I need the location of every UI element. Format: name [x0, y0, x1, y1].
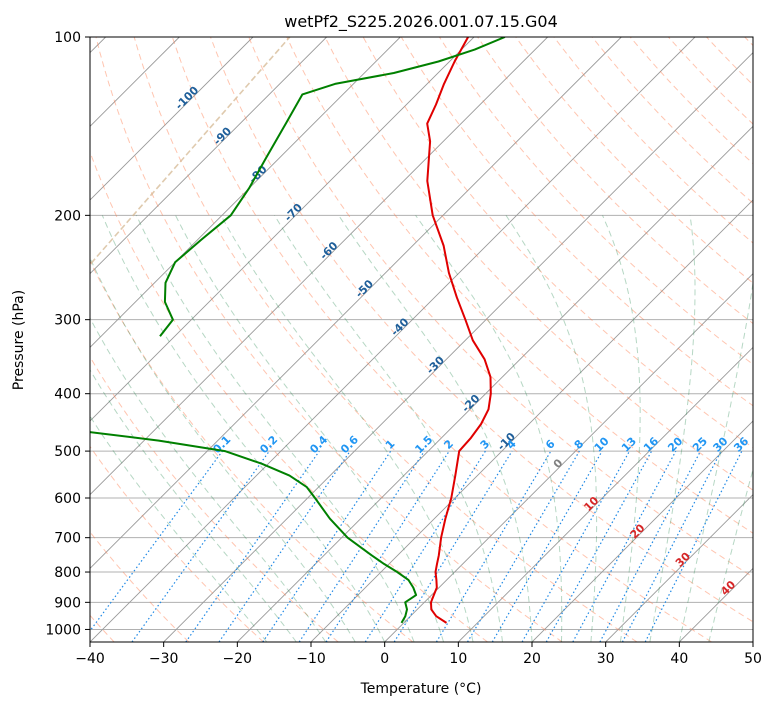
x-tick-label: −30 [149, 651, 179, 667]
mixing-ratio-line [521, 450, 631, 642]
y-tick-label: 200 [54, 208, 81, 224]
x-tick-label: 20 [523, 651, 541, 667]
isotherm-line [237, 125, 753, 642]
x-tick-label: 30 [597, 651, 615, 667]
mixing-ratio-line [491, 450, 603, 642]
dry-adiabat-line [95, 37, 563, 642]
dry-adiabat-line [133, 37, 638, 642]
temperature-line [426, 37, 492, 624]
x-axis-ticks: −40 −30 −20 −10 0 10 20 30 40 50 [75, 642, 762, 667]
moist-adiabat-line [338, 215, 533, 642]
mixing-ratio-line [364, 450, 486, 642]
x-tick-label: −40 [75, 651, 105, 667]
mixing-ratio-line [466, 450, 580, 642]
skewed-isotherms [90, 37, 753, 642]
dry-adiabat-line [90, 259, 414, 642]
y-tick-label: 1000 [45, 622, 81, 638]
moist-adiabat-line [101, 215, 386, 642]
dry-adiabats [90, 37, 753, 642]
dewpoint-line [90, 431, 418, 624]
isotherm-line [90, 37, 548, 496]
mixing-ratio-line [545, 450, 653, 642]
plot-frame [89, 36, 754, 643]
x-tick-label: 0 [380, 651, 389, 667]
isotherm-line [605, 494, 753, 642]
chart-title: wetPf2_S225.2026.001.07.15.G04 [284, 12, 558, 32]
dry-adiabat-line [324, 37, 753, 491]
isotherm-line [90, 37, 622, 569]
y-tick-label: 300 [54, 313, 81, 329]
y-axis-label: Pressure (hPa) [11, 290, 27, 390]
y-tick-label: 100 [54, 30, 81, 46]
isotherm-line [310, 199, 753, 642]
moist-adiabat-line [175, 215, 445, 642]
x-tick-label: −20 [223, 651, 253, 667]
x-axis-label: Temperature (°C) [360, 681, 482, 697]
y-tick-label: 500 [54, 444, 81, 460]
mixing-ratio-line [185, 450, 320, 642]
mixing-ratio-line [325, 450, 450, 642]
y-tick-label: 800 [54, 565, 81, 581]
tropopause-curve-line [90, 37, 291, 266]
y-tick-label: 600 [54, 491, 81, 507]
isotherm-line [384, 273, 753, 642]
isotherm-line [90, 37, 254, 201]
moist-adiabat-line [415, 215, 563, 642]
mixing-ratio-lines [90, 450, 743, 642]
moist-adiabat-line [274, 215, 503, 642]
x-tick-label: 40 [670, 651, 688, 667]
mixing-ratio-line [435, 450, 552, 642]
isotherm-line [90, 37, 401, 348]
moist-adiabat-line [678, 280, 753, 642]
moist-adiabat-line [220, 215, 474, 642]
isotherm-line [163, 52, 753, 642]
dry-adiabat-line [248, 37, 753, 578]
y-tick-label: 700 [54, 531, 81, 547]
isotherm-line [90, 37, 327, 275]
dry-adiabat-line [362, 37, 753, 449]
moist-adiabat-line [90, 415, 268, 642]
x-tick-label: 10 [449, 651, 467, 667]
tropopause-curve [90, 37, 291, 266]
moist-adiabat-line [90, 256, 356, 642]
dry-adiabat-line [210, 37, 753, 623]
mixing-ratio-line [218, 450, 351, 642]
dry-adiabat-line [400, 37, 753, 407]
moist-adiabat-line [649, 215, 696, 642]
mixing-ratio-line [393, 450, 513, 642]
x-tick-label: 50 [744, 651, 762, 667]
moist-adiabat-line [90, 368, 297, 642]
isotherm-line [90, 37, 696, 642]
moist-adiabat-line [135, 215, 415, 642]
y-axis-ticks: 100 200 300 400 500 600 700 800 900 1000 [45, 30, 90, 638]
isotherm-line [531, 420, 753, 642]
isotherm-line [90, 37, 475, 422]
y-tick-label: 400 [54, 387, 81, 403]
mixing-ratio-line [572, 450, 677, 642]
profiles [90, 37, 506, 624]
isotherm-line [458, 346, 753, 642]
dry-adiabat-line [90, 445, 264, 642]
dry-adiabat-line [591, 37, 753, 204]
dry-adiabat-line [171, 37, 712, 642]
moist-adiabats [90, 215, 753, 642]
dry-adiabat-line [629, 37, 753, 165]
y-tick-label: 900 [54, 595, 81, 611]
pressure-grid [90, 36, 753, 630]
dry-adiabat-line [515, 37, 753, 284]
x-tick-label: −10 [296, 651, 326, 667]
moist-adiabat-line [90, 317, 327, 642]
moist-adiabat-line [602, 215, 641, 642]
upper-dewpoint-line [159, 37, 506, 337]
dry-adiabat-line [477, 37, 753, 325]
